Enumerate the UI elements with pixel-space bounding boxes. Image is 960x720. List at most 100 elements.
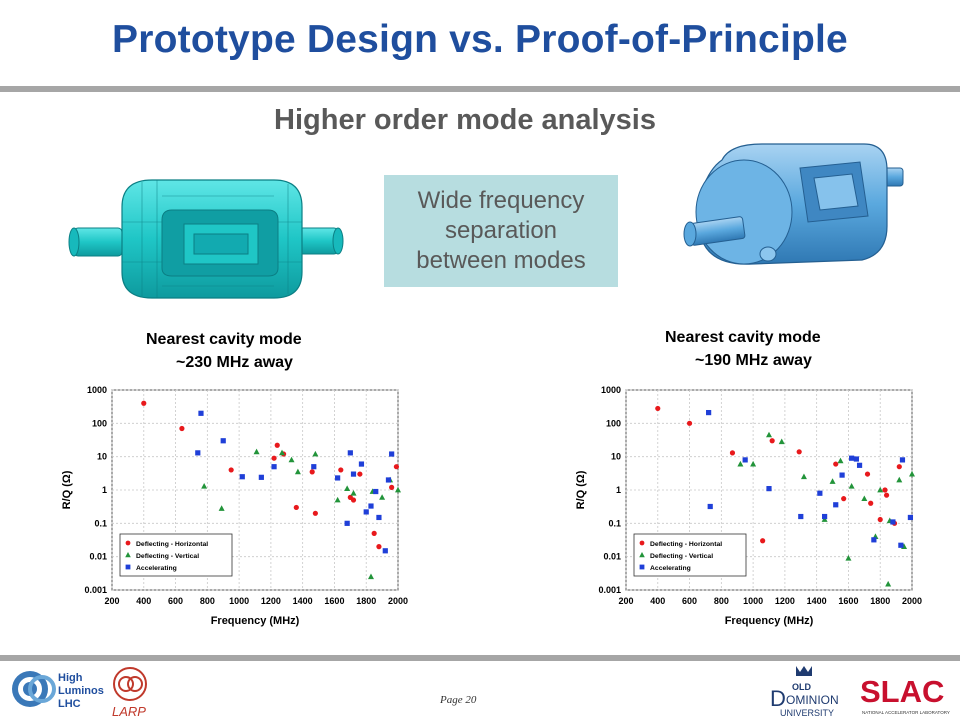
- left-chart-point-vertical: [288, 456, 295, 463]
- right-chart-point-horizontal: [883, 492, 890, 498]
- odu-old: OLD: [792, 682, 811, 692]
- right-chart-point-horizontal: [868, 500, 874, 506]
- left-hom-chart: 200 400 600 800 1000 1200 1400 1600 1800 2000 0.00…: [61, 385, 408, 627]
- right-chart-legend-marker: [639, 540, 645, 546]
- right-chart-point-vertical: [909, 470, 915, 477]
- left-chart-point-vertical: [294, 468, 301, 475]
- right-chart-x-tick-label: 1000: [743, 596, 763, 606]
- left-chart-point-horizontal: [357, 471, 363, 477]
- right-note-line-2: ~190 MHz away: [695, 352, 812, 369]
- right-chart-y-tick-label: 10: [611, 452, 621, 462]
- slide-subtitle: Higher order mode analysis: [274, 104, 656, 136]
- left-chart-x-axis-label: Frequency (MHz): [211, 615, 300, 627]
- hilumi-line-2: Luminosity: [58, 685, 104, 697]
- right-chart-point-horizontal: [877, 516, 883, 523]
- right-chart-y-tick-label: 1: [616, 485, 621, 495]
- slac-text: SLAC: [860, 674, 944, 709]
- right-chart-x-tick-label: 400: [650, 596, 665, 606]
- hilumi-logo: High Luminosity LHC: [12, 671, 104, 710]
- right-chart-legend-marker: [639, 552, 645, 558]
- left-chart-point-vertical: [312, 450, 319, 457]
- right-chart-legend-box: [633, 533, 747, 577]
- right-chart-legend-marker: [639, 564, 645, 570]
- left-chart-point-accelerating: [335, 475, 341, 481]
- left-chart-point-vertical: [395, 486, 401, 493]
- right-chart-point-horizontal: [729, 450, 736, 456]
- right-chart-point-accelerating: [907, 514, 914, 521]
- left-cavity-image: [68, 179, 344, 299]
- right-chart-point-accelerating: [849, 455, 855, 461]
- odu-logo: OLD D OMINION UNIVERSITY: [770, 666, 839, 718]
- right-hom-chart: 200 400 600 800 1000 1200 1400 1600 1800 2000 0.00…: [575, 385, 922, 627]
- left-chart-legend-label: Accelerating: [136, 565, 177, 572]
- right-chart-point-vertical: [821, 516, 828, 522]
- left-chart-point-vertical: [344, 485, 351, 492]
- odu-d: D: [770, 686, 786, 711]
- right-cavity-image: [683, 143, 904, 265]
- left-note: Nearest cavity mode ~230 MHz away: [146, 328, 302, 374]
- right-chart-point-accelerating: [766, 486, 772, 492]
- right-chart-x-tick-label: 600: [682, 596, 697, 606]
- left-chart-point-horizontal: [274, 442, 280, 448]
- slac-subtitle: NATIONAL ACCELERATOR LABORATORY: [862, 710, 950, 715]
- left-chart-point-accelerating: [347, 450, 353, 456]
- right-chart-point-accelerating: [817, 490, 823, 496]
- right-chart-x-axis-label: Frequency (MHz): [725, 615, 814, 627]
- larp-logo: LARP: [112, 667, 147, 718]
- title-divider: [0, 86, 960, 92]
- right-chart-point-vertical: [848, 483, 855, 489]
- right-chart-point-vertical: [829, 478, 836, 484]
- right-chart-point-accelerating: [833, 502, 839, 508]
- right-chart-x-tick-label: 1200: [775, 596, 795, 606]
- right-chart-point-horizontal: [864, 471, 871, 477]
- odu-university: UNIVERSITY: [780, 708, 834, 718]
- left-chart-point-accelerating: [376, 514, 382, 521]
- left-chart-legend-marker: [125, 564, 131, 570]
- left-chart-point-accelerating: [368, 503, 374, 509]
- left-chart-y-tick-label: 0.01: [89, 552, 107, 562]
- right-chart-y-axis-label: R/Q (Ω): [575, 470, 587, 509]
- odu-ominion: OMINION: [786, 693, 839, 707]
- right-chart-point-vertical: [766, 431, 772, 438]
- left-chart-point-vertical: [201, 483, 208, 489]
- right-chart-legend-label: Accelerating: [650, 565, 691, 572]
- left-chart-point-vertical: [379, 494, 386, 500]
- right-chart-point-accelerating: [839, 472, 845, 478]
- left-chart-point-accelerating: [344, 520, 350, 526]
- right-chart-x-tick-label: 1400: [807, 596, 827, 606]
- left-chart-point-horizontal: [271, 455, 277, 461]
- left-chart-y-tick-label: 1: [102, 485, 107, 495]
- left-chart-point-horizontal: [376, 544, 382, 550]
- right-chart-x-tick-label: 1600: [838, 596, 858, 606]
- left-chart-point-vertical: [279, 449, 286, 456]
- right-chart-point-vertical: [837, 457, 844, 464]
- right-chart-point-accelerating: [899, 457, 906, 463]
- left-chart-legend-label: Deflecting - Vertical: [136, 553, 199, 560]
- left-chart-point-horizontal: [309, 469, 315, 475]
- left-chart-x-tick-label: 1400: [293, 596, 313, 606]
- right-chart-point-horizontal: [655, 405, 661, 412]
- hilumi-line-3: LHC: [58, 698, 81, 710]
- left-note-line-1: Nearest cavity mode: [146, 331, 302, 348]
- left-chart-point-accelerating: [239, 474, 245, 480]
- left-chart-point-horizontal: [389, 484, 395, 490]
- left-chart-x-tick-label: 600: [168, 596, 183, 606]
- left-chart-point-accelerating: [373, 488, 379, 495]
- larp-text: LARP: [112, 704, 146, 718]
- left-chart-point-accelerating: [271, 464, 277, 470]
- right-chart-y-tick-label: 0.01: [603, 552, 621, 562]
- right-note: Nearest cavity mode ~190 MHz away: [665, 326, 821, 372]
- right-chart-point-accelerating: [707, 503, 713, 510]
- left-chart-point-accelerating: [385, 477, 392, 483]
- left-chart-point-vertical: [367, 573, 374, 580]
- left-chart-x-tick-label: 2000: [388, 596, 408, 606]
- right-chart-point-horizontal: [896, 464, 902, 470]
- left-chart-legend-marker: [125, 540, 131, 546]
- left-chart-point-horizontal: [371, 530, 377, 536]
- left-chart-y-axis-label: R/Q (Ω): [61, 470, 73, 509]
- left-chart-y-tick-label: 100: [92, 418, 107, 428]
- footer-divider: [0, 655, 960, 661]
- left-note-line-2: ~230 MHz away: [176, 354, 293, 371]
- right-chart-point-accelerating: [742, 457, 748, 463]
- slac-logo: SLAC NATIONAL ACCELERATOR LABORATORY: [860, 674, 950, 715]
